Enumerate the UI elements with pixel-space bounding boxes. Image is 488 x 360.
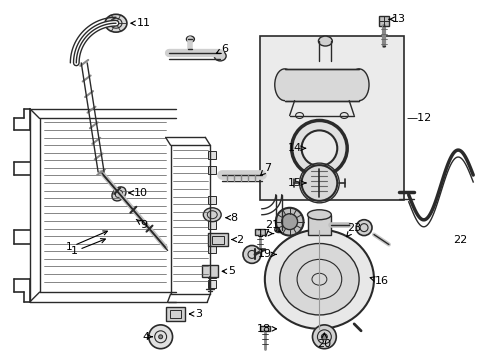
Text: 8: 8 — [225, 213, 237, 223]
Circle shape — [281, 214, 297, 230]
Text: 11: 11 — [131, 18, 150, 28]
Bar — [208, 221, 216, 229]
Text: 19: 19 — [257, 249, 276, 260]
Text: 13: 13 — [388, 14, 405, 24]
Bar — [208, 196, 216, 204]
Bar — [169, 310, 181, 318]
Text: 6: 6 — [216, 44, 228, 54]
Text: 1: 1 — [66, 231, 107, 252]
Circle shape — [321, 334, 326, 340]
Ellipse shape — [214, 51, 225, 61]
Bar — [208, 246, 216, 253]
Ellipse shape — [203, 208, 221, 222]
Circle shape — [291, 121, 346, 176]
Circle shape — [148, 325, 172, 349]
Circle shape — [355, 220, 371, 235]
Text: 14: 14 — [287, 143, 305, 153]
Text: 22: 22 — [452, 234, 467, 244]
Text: 7: 7 — [260, 163, 271, 176]
Bar — [259, 36, 403, 200]
Ellipse shape — [279, 243, 358, 315]
Text: 23: 23 — [346, 222, 361, 237]
Text: 4: 4 — [142, 332, 152, 342]
Bar — [208, 166, 216, 174]
Text: 17: 17 — [256, 229, 273, 239]
Text: 3: 3 — [189, 309, 202, 319]
Ellipse shape — [264, 230, 373, 329]
Bar — [307, 215, 331, 235]
Ellipse shape — [105, 14, 127, 32]
Ellipse shape — [112, 187, 126, 201]
Ellipse shape — [274, 227, 282, 233]
Bar — [378, 16, 388, 26]
Text: 18: 18 — [256, 324, 276, 334]
Circle shape — [301, 130, 337, 166]
Bar — [165, 307, 185, 321]
Ellipse shape — [274, 69, 294, 100]
Text: —12: —12 — [406, 113, 431, 123]
Circle shape — [275, 208, 303, 235]
Bar — [208, 151, 216, 159]
Bar — [202, 265, 218, 277]
Circle shape — [158, 335, 163, 339]
Text: 2: 2 — [231, 234, 243, 244]
Bar — [212, 235, 224, 243]
Bar — [208, 270, 216, 278]
Circle shape — [312, 325, 336, 349]
Circle shape — [301, 165, 337, 201]
Ellipse shape — [307, 210, 331, 220]
Bar — [254, 229, 264, 235]
Bar — [208, 233, 228, 247]
Ellipse shape — [318, 36, 332, 46]
Text: 15: 15 — [287, 178, 305, 188]
Bar — [208, 280, 216, 288]
Text: 1: 1 — [71, 239, 105, 256]
Circle shape — [243, 246, 260, 264]
Bar — [259, 326, 269, 331]
Text: 20: 20 — [317, 333, 331, 349]
Ellipse shape — [348, 69, 368, 100]
Text: 21: 21 — [264, 220, 281, 233]
Bar — [284, 69, 358, 100]
Text: 16: 16 — [369, 276, 388, 286]
Ellipse shape — [186, 36, 194, 42]
Text: 9: 9 — [136, 219, 147, 230]
Text: 10: 10 — [129, 188, 147, 198]
Text: 5: 5 — [222, 266, 235, 276]
